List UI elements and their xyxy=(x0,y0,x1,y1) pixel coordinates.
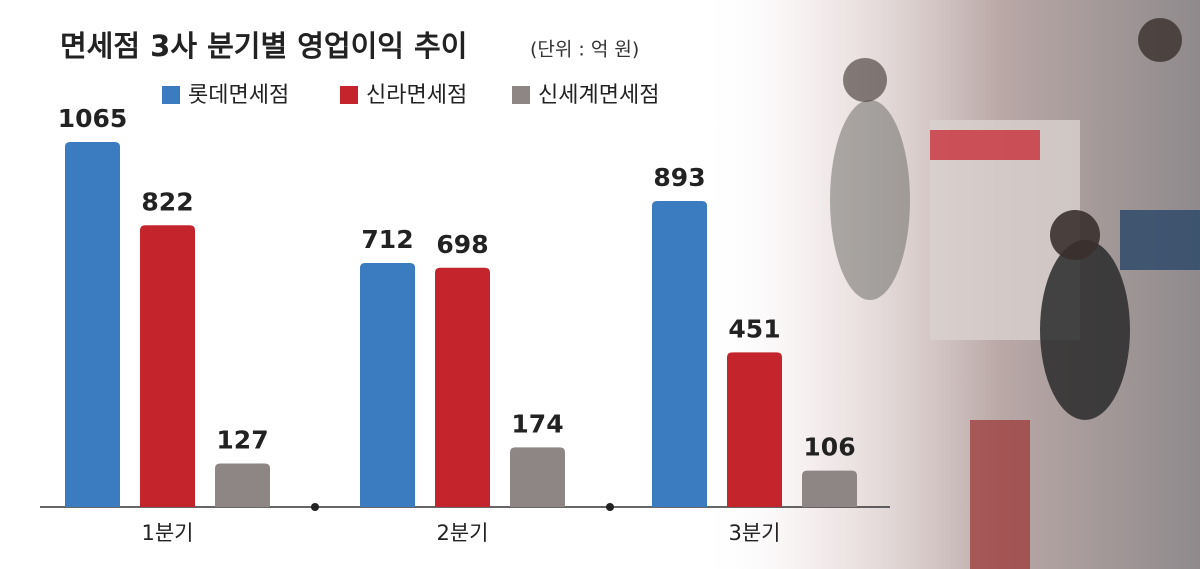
legend-label: 롯데면세점 xyxy=(188,83,289,108)
legend-swatch xyxy=(162,86,180,104)
chart-title: 면세점 3사 분기별 영업이익 추이 xyxy=(60,29,467,63)
legend-swatch xyxy=(340,86,358,104)
value-label: 822 xyxy=(141,187,193,216)
value-label: 106 xyxy=(803,433,855,462)
value-label: 893 xyxy=(653,163,705,192)
value-label: 1065 xyxy=(58,104,128,133)
value-label: 712 xyxy=(361,225,413,254)
bar xyxy=(65,142,120,507)
bar xyxy=(435,267,490,507)
bar xyxy=(652,200,707,507)
bar xyxy=(140,225,195,508)
x-tick-label: 3분기 xyxy=(728,521,780,545)
x-tick-label: 1분기 xyxy=(141,521,193,545)
chart-subtitle: (단위 : 억 원) xyxy=(530,39,639,61)
bar xyxy=(215,463,270,507)
value-label: 451 xyxy=(728,314,780,343)
value-label: 698 xyxy=(436,230,488,259)
value-label: 127 xyxy=(216,425,268,454)
separator-dot xyxy=(311,503,319,511)
bar xyxy=(802,470,857,507)
bar xyxy=(510,447,565,507)
bar xyxy=(727,352,782,507)
background-photo xyxy=(700,0,1200,569)
bar xyxy=(360,262,415,507)
x-tick-label: 2분기 xyxy=(436,521,488,545)
legend-swatch xyxy=(512,86,530,104)
value-label: 174 xyxy=(511,409,563,438)
separator-dot xyxy=(606,503,614,511)
legend-label: 신세계면세점 xyxy=(538,83,659,108)
legend-label: 신라면세점 xyxy=(366,83,467,108)
